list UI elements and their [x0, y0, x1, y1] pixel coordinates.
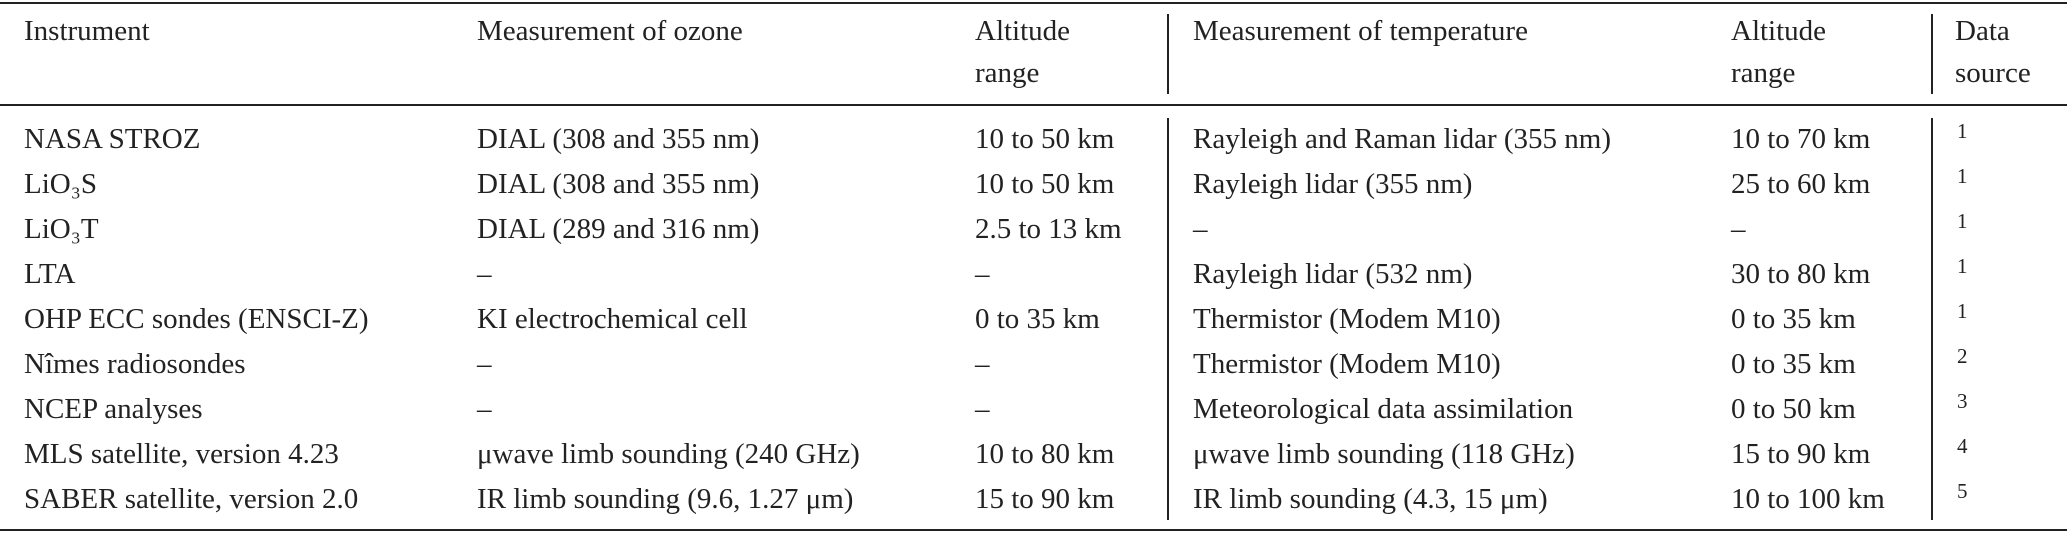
table-cell: μwave limb sounding (240 GHz) — [477, 438, 860, 470]
header-cell: Measurement of temperature — [1193, 15, 1528, 47]
table-cell: – — [1193, 213, 1208, 245]
header-cell: Altitude range — [1731, 15, 1827, 89]
header-cell: Instrument — [24, 15, 150, 47]
table-cell: NCEP analyses — [24, 393, 203, 425]
data-source: 3 — [1957, 389, 1968, 413]
table-cell: Thermistor (Modem M10) — [1193, 348, 1501, 380]
data-source: 1 — [1957, 164, 1968, 188]
header-cell: Measurement of ozone — [477, 15, 743, 47]
table-cell: – — [975, 348, 990, 380]
top-rule — [0, 2, 2067, 4]
table-cell: 0 to 50 km — [1731, 393, 1856, 425]
table-cell: KI electrochemical cell — [477, 303, 748, 335]
table-cell: LiO₃T — [24, 213, 99, 245]
data-source: 4 — [1957, 434, 1968, 458]
table-cell: DIAL (308 and 355 nm) — [477, 168, 760, 200]
header-cell: Data source — [1955, 15, 2031, 89]
table-cell: – — [477, 348, 492, 380]
table-cell: 30 to 80 km — [1731, 258, 1871, 290]
table-cell: Rayleigh lidar (355 nm) — [1193, 168, 1473, 200]
table-cell: 0 to 35 km — [975, 303, 1100, 335]
data-source: 2 — [1957, 344, 1968, 368]
table-cell: Thermistor (Modem M10) — [1193, 303, 1501, 335]
data-source: 1 — [1957, 299, 1968, 323]
bottom-rule — [0, 529, 2067, 531]
table-cell: 10 to 100 km — [1731, 483, 1885, 515]
table-cell: 10 to 50 km — [975, 123, 1115, 155]
table-cell: IR limb sounding (9.6, 1.27 μm) — [477, 483, 854, 515]
table-cell: LTA — [24, 258, 76, 290]
column-divider — [1931, 118, 1933, 520]
table-cell: – — [975, 258, 990, 290]
table-cell: – — [477, 393, 492, 425]
table-cell: 15 to 90 km — [1731, 438, 1871, 470]
data-source: 1 — [1957, 209, 1968, 233]
column-divider — [1167, 14, 1169, 94]
table-cell: SABER satellite, version 2.0 — [24, 483, 359, 515]
header-cell: Altitude range — [975, 15, 1071, 89]
header-rule — [0, 104, 2067, 106]
table-cell: 2.5 to 13 km — [975, 213, 1122, 245]
table-cell: μwave limb sounding (118 GHz) — [1193, 438, 1575, 470]
table-cell: DIAL (308 and 355 nm) — [477, 123, 760, 155]
table-cell: – — [477, 258, 492, 290]
table-cell: 10 to 70 km — [1731, 123, 1871, 155]
table-cell: 10 to 80 km — [975, 438, 1115, 470]
data-source: 1 — [1957, 254, 1968, 278]
table-cell: Nîmes radiosondes — [24, 348, 246, 380]
table-cell: Meteorological data assimilation — [1193, 393, 1574, 425]
table-cell: 25 to 60 km — [1731, 168, 1871, 200]
table-cell: IR limb sounding (4.3, 15 μm) — [1193, 483, 1548, 515]
column-divider — [1931, 14, 1933, 94]
table-cell: Rayleigh and Raman lidar (355 nm) — [1193, 123, 1611, 155]
data-source: 5 — [1957, 479, 1968, 503]
table-cell: – — [1731, 213, 1746, 245]
table-cell: 0 to 35 km — [1731, 348, 1856, 380]
table-cell: NASA STROZ — [24, 123, 201, 155]
table-cell: 15 to 90 km — [975, 483, 1115, 515]
table-cell: DIAL (289 and 316 nm) — [477, 213, 760, 245]
table-cell: LiO₃S — [24, 168, 97, 200]
table-cell: – — [975, 393, 990, 425]
table-cell: 0 to 35 km — [1731, 303, 1856, 335]
table-cell: OHP ECC sondes (ENSCI-Z) — [24, 303, 369, 335]
table-cell: MLS satellite, version 4.23 — [24, 438, 339, 470]
table-cell: 10 to 50 km — [975, 168, 1115, 200]
table-cell: Rayleigh lidar (532 nm) — [1193, 258, 1473, 290]
column-divider — [1167, 118, 1169, 520]
data-source: 1 — [1957, 119, 1968, 143]
